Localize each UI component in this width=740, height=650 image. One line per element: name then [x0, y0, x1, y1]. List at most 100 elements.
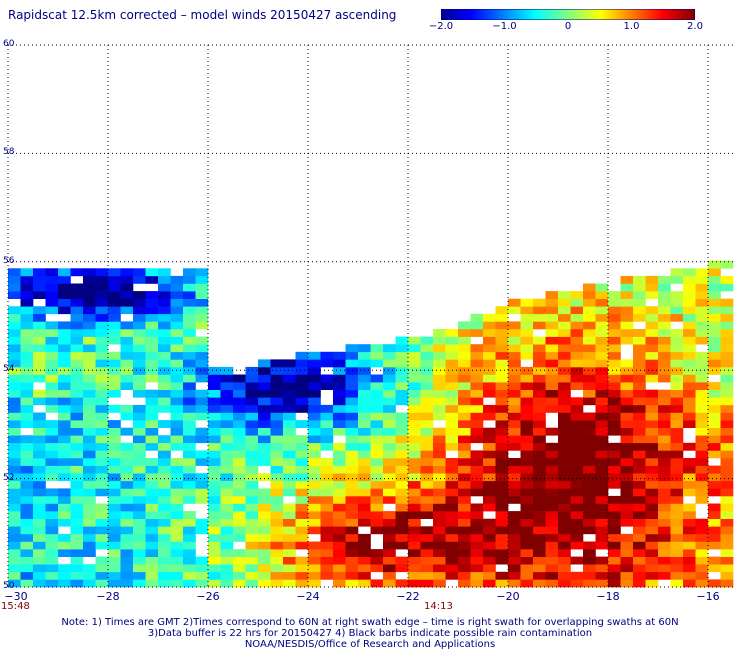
heatmap-cell [58, 533, 71, 542]
heatmap-cell [270, 458, 284, 466]
heatmap-cell [158, 321, 171, 330]
heatmap-cell [558, 306, 571, 315]
heatmap-cell [483, 495, 496, 504]
heatmap-cell [133, 435, 146, 444]
heatmap-cell [383, 359, 396, 368]
heatmap-cell [508, 549, 521, 557]
heatmap-cell [333, 397, 346, 406]
heatmap-cell [645, 336, 659, 345]
heatmap-cell [108, 382, 121, 390]
heatmap-cell [70, 579, 84, 588]
heatmap-cell [508, 465, 521, 474]
heatmap-cell [533, 579, 546, 588]
heatmap-cell [370, 503, 384, 512]
heatmap-cell [708, 291, 721, 299]
heatmap-cell [633, 473, 646, 482]
heatmap-cell [45, 329, 59, 337]
heatmap-cell [558, 526, 571, 535]
heatmap-cell [583, 389, 596, 398]
heatmap-cell [383, 533, 396, 542]
heatmap-cell [220, 518, 234, 527]
heatmap-cell [620, 480, 634, 489]
heatmap-cell [695, 374, 709, 383]
heatmap-cell [408, 427, 421, 436]
heatmap-cell [220, 571, 234, 580]
heatmap-cell [270, 427, 284, 436]
heatmap-cell [58, 427, 71, 436]
heatmap-cell [358, 473, 371, 482]
heatmap-cell [45, 389, 59, 398]
heatmap-cell [158, 359, 171, 368]
heatmap-cell [695, 465, 709, 474]
heatmap-cell [70, 351, 84, 360]
heatmap-cell [95, 291, 109, 299]
heatmap-cell [45, 366, 59, 375]
heatmap-cell [383, 427, 396, 436]
heatmap-cell [145, 268, 159, 277]
heatmap-cell [133, 533, 146, 542]
heatmap-cell [333, 480, 346, 489]
heatmap-cell [295, 397, 309, 406]
heatmap-cell [33, 549, 46, 557]
heatmap-cell [433, 374, 446, 383]
heatmap-cell [533, 495, 546, 504]
heatmap-cell [420, 480, 434, 489]
heatmap-cell [295, 420, 309, 428]
heatmap-cell [420, 397, 434, 406]
heatmap-cell [520, 313, 534, 322]
heatmap-cell [570, 420, 584, 428]
heatmap-cell [8, 473, 21, 482]
heatmap-cell [133, 511, 146, 519]
heatmap-cell [70, 571, 84, 580]
heatmap-cell [708, 518, 721, 527]
heatmap-cell [83, 473, 96, 482]
time-middle: 14:13 [424, 601, 453, 612]
heatmap-cell [483, 329, 496, 337]
heatmap-cell [620, 450, 634, 459]
heatmap-cell [708, 503, 721, 512]
heatmap-cell [545, 313, 559, 322]
heatmap-cell [670, 518, 684, 527]
heatmap-cell [308, 488, 321, 497]
heatmap-cell [220, 488, 234, 497]
heatmap-cell [495, 458, 509, 466]
heatmap-cell [445, 526, 459, 535]
heatmap-cell [8, 526, 21, 535]
heatmap-cell [483, 526, 496, 535]
heatmap-cell [170, 420, 184, 428]
heatmap-cell [658, 458, 671, 466]
heatmap-cell [58, 275, 71, 284]
heatmap-cell [608, 374, 621, 383]
heatmap-cell [433, 473, 446, 482]
heatmap-cell [670, 306, 684, 315]
heatmap-cell [258, 389, 271, 398]
heatmap-cell [170, 579, 184, 588]
heatmap-cell [8, 541, 21, 550]
heatmap-cell [320, 374, 334, 383]
heatmap-cell [108, 549, 121, 557]
heatmap-cell [83, 313, 96, 322]
heatmap-cell [120, 564, 134, 573]
heatmap-cell [470, 458, 484, 466]
heatmap-cell [620, 511, 634, 519]
heatmap-cell [95, 351, 109, 360]
heatmap-cell [370, 473, 384, 482]
x-tick-label: −22 [396, 590, 420, 603]
heatmap-cell [420, 579, 434, 588]
heatmap-cell [33, 511, 46, 519]
heatmap-cell [520, 518, 534, 527]
heatmap-cell [33, 435, 46, 444]
heatmap-cell [358, 382, 371, 390]
heatmap-cell [58, 336, 71, 345]
heatmap-cell [270, 389, 284, 398]
heatmap-cell [633, 435, 646, 444]
heatmap-cell [245, 435, 259, 444]
heatmap-cell [20, 366, 34, 375]
heatmap-cell [645, 511, 659, 519]
heatmap-cell [720, 495, 734, 504]
heatmap-cell [533, 382, 546, 390]
heatmap-cell [445, 495, 459, 504]
heatmap-cell [595, 359, 609, 368]
heatmap-cell [458, 450, 471, 459]
heatmap-cell [470, 564, 484, 573]
